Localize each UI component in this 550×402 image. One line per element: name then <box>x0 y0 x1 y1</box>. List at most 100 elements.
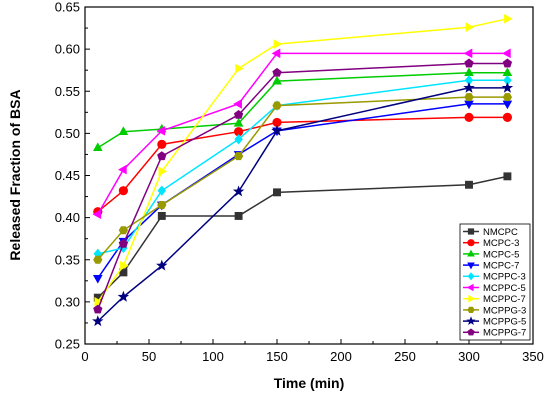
legend-marker <box>467 228 475 235</box>
series-layer <box>92 13 514 327</box>
legend-marker <box>467 306 475 314</box>
legend-item: MCPPC-3 <box>463 272 526 283</box>
x-tick-label: 100 <box>202 349 224 364</box>
data-point <box>233 152 244 161</box>
legend-label: MCPPG-7 <box>483 328 526 339</box>
data-point <box>118 164 127 175</box>
data-point <box>157 211 166 220</box>
legend-marker <box>468 294 476 303</box>
data-point <box>157 185 167 196</box>
data-point <box>233 117 244 127</box>
x-tick-label: 150 <box>266 349 288 364</box>
x-axis-title: Time (min) <box>274 375 345 391</box>
data-point <box>501 81 514 93</box>
legend-marker <box>467 249 475 257</box>
data-point <box>463 48 473 59</box>
data-point <box>234 211 243 220</box>
data-point <box>93 255 103 264</box>
legend: NMCPCMCPC-3MCPC-5MCPC-7MCPPC-3MCPPC-5MCP… <box>459 223 531 341</box>
legend-item: MCPPC-7 <box>463 294 526 305</box>
data-point <box>117 290 130 302</box>
data-point <box>502 112 513 122</box>
data-point <box>118 126 129 135</box>
data-point <box>232 185 245 197</box>
data-point <box>272 67 282 77</box>
data-point <box>157 200 167 210</box>
legend-label: MCPPC-5 <box>483 283 526 294</box>
axis-ticks: 0 50 100 150 200 250 300 350 0.25 0.30 0.35 0.40 0.4… <box>55 0 544 364</box>
data-point <box>502 58 513 68</box>
data-point <box>156 259 168 271</box>
data-point <box>93 304 103 314</box>
legend-label: MCPC-5 <box>483 249 519 260</box>
legend-item: MCPC-3 <box>463 238 519 249</box>
data-point <box>234 134 243 145</box>
data-point <box>118 238 129 248</box>
legend-marker <box>467 239 475 247</box>
x-tick-label: 250 <box>394 349 416 364</box>
data-point <box>272 101 282 110</box>
y-tick-label: 0.60 <box>55 42 80 57</box>
legend-item: NMCPC <box>463 227 518 238</box>
legend-item: MCPPG-7 <box>463 328 526 339</box>
data-point <box>464 93 474 102</box>
data-point <box>157 139 167 149</box>
data-point <box>156 126 166 136</box>
data-point <box>271 124 283 136</box>
data-point <box>233 109 244 119</box>
legend-marker <box>466 316 476 325</box>
data-point <box>273 188 281 197</box>
data-point <box>157 151 167 161</box>
x-tick-label: 200 <box>330 349 352 364</box>
data-point <box>94 297 104 307</box>
legend-label: MCPPC-3 <box>483 272 526 283</box>
data-point <box>464 58 474 68</box>
y-tick-label: 0.65 <box>55 0 80 15</box>
data-point <box>235 63 244 74</box>
legend-label: MCPPC-7 <box>483 294 526 305</box>
x-tick-label: 300 <box>458 349 480 364</box>
legend-label: MCPC-7 <box>483 261 519 272</box>
legend-marker <box>467 262 475 270</box>
data-point <box>158 166 168 177</box>
data-point <box>273 39 283 49</box>
x-tick-label: 0 <box>81 349 88 364</box>
data-point <box>92 274 103 284</box>
data-point <box>465 180 473 189</box>
legend-item: MCPPC-5 <box>463 283 526 294</box>
legend-label: MCPC-3 <box>483 238 519 249</box>
data-point <box>502 100 513 110</box>
data-point <box>504 13 513 24</box>
legend-marker <box>467 328 475 336</box>
y-tick-label: 0.55 <box>55 84 80 99</box>
series-mcppg-7 <box>93 58 513 314</box>
series-mcppg-5 <box>92 81 514 327</box>
data-point <box>92 209 102 220</box>
y-tick-label: 0.35 <box>55 252 80 267</box>
data-point <box>464 112 474 122</box>
data-point <box>464 67 474 77</box>
legend-label: MCPPG-3 <box>483 305 526 316</box>
data-point <box>463 81 475 93</box>
legend-item: MCPPG-5 <box>463 316 526 328</box>
series-mcpc-3 <box>93 112 513 217</box>
data-point <box>119 268 128 277</box>
y-tick-label: 0.45 <box>55 168 80 183</box>
data-point <box>502 67 513 77</box>
y-tick-label: 0.30 <box>55 294 80 309</box>
y-tick-label: 0.25 <box>55 337 80 352</box>
legend-label: MCPPG-5 <box>483 317 526 328</box>
y-tick-label: 0.40 <box>55 210 80 225</box>
data-point <box>233 99 242 109</box>
series-mcpc-5 <box>92 67 513 152</box>
series-nmcpc <box>93 172 512 302</box>
series-mcppc-5 <box>92 48 511 220</box>
data-point <box>92 142 103 152</box>
data-point <box>502 48 511 59</box>
legend-item: MCPC-5 <box>463 249 519 260</box>
series-line <box>97 62 508 310</box>
data-point <box>120 260 129 271</box>
legend-marker <box>466 283 474 292</box>
legend-marker <box>467 272 475 281</box>
